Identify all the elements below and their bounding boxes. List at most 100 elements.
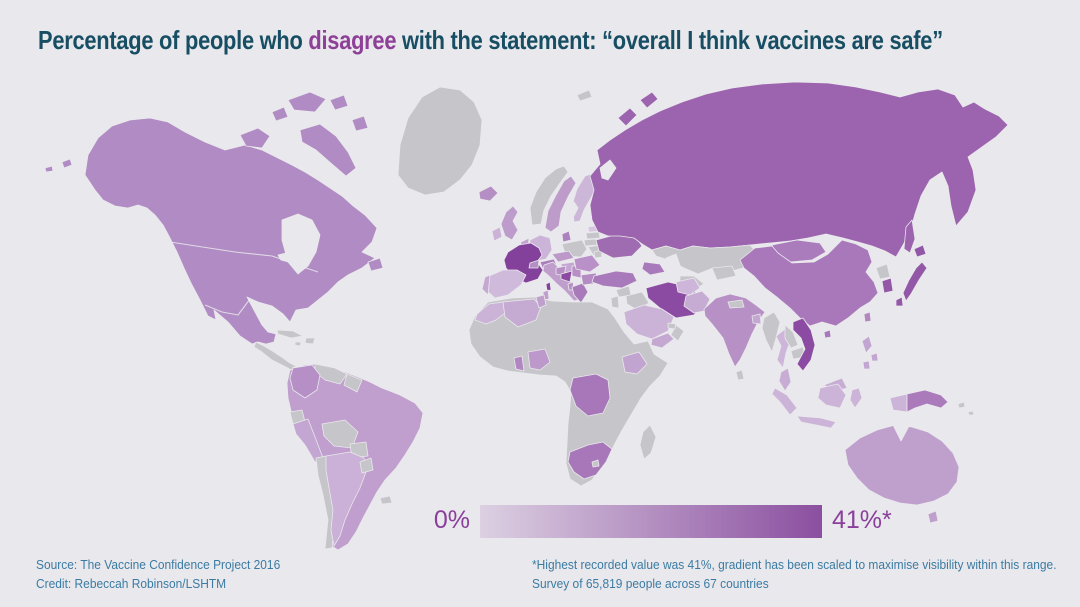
country-cuba <box>276 329 304 339</box>
region-europe <box>481 165 643 314</box>
country-bosnia <box>560 270 573 283</box>
region-russia-central-asia <box>576 81 1009 294</box>
country-algeria <box>502 298 542 328</box>
country-indonesia-kalimantan <box>817 383 847 409</box>
country-philippines-luzon <box>861 335 873 354</box>
country-russia <box>589 81 1009 258</box>
country-arctic-island-small-1 <box>271 106 289 122</box>
country-aleutian-islands-2 <box>44 165 54 173</box>
country-yemen <box>650 332 675 349</box>
region-south-america <box>286 363 424 551</box>
country-morocco <box>474 301 507 325</box>
country-united-kingdom <box>500 205 519 241</box>
country-taiwan <box>863 311 872 323</box>
country-arctic-island-baffin <box>299 123 357 177</box>
country-uruguay <box>359 457 374 474</box>
title-suffix: with the statement: “overall I think vac… <box>396 25 943 55</box>
country-falkland-islands <box>379 495 393 505</box>
country-tasmania <box>927 510 939 524</box>
country-north-korea <box>875 263 891 280</box>
notes-block: *Highest recorded value was 41%, gradien… <box>532 555 1057 593</box>
country-south-africa <box>567 441 613 480</box>
source-credit-block: Source: The Vaccine Confidence Project 2… <box>36 555 280 593</box>
country-switzerland <box>528 259 540 269</box>
country-iceland <box>478 185 499 202</box>
country-indonesia-sulawesi <box>849 387 863 409</box>
country-sweden <box>544 175 577 233</box>
country-madagascar <box>639 424 657 460</box>
region-north-america <box>44 86 499 375</box>
us-canada-border <box>169 241 319 273</box>
country-malaysia-peninsula <box>778 367 792 392</box>
country-novaya-zemlya <box>617 107 638 127</box>
country-aleutian-islands <box>61 158 73 169</box>
country-bangladesh <box>751 313 762 325</box>
country-corsica <box>545 281 552 292</box>
country-solomon-islands <box>957 401 966 409</box>
page-title: Percentage of people who disagree with t… <box>38 25 943 56</box>
country-severnaya-zemlya <box>639 91 659 109</box>
country-japan-kyushu <box>895 296 904 307</box>
country-ethiopia <box>621 351 648 375</box>
title-prefix: Percentage of people who <box>38 25 309 55</box>
country-denmark <box>561 230 572 243</box>
country-dr-congo <box>569 373 611 417</box>
country-north-america-mainland <box>84 117 378 345</box>
country-nepal <box>727 299 745 309</box>
country-indonesia-sumatra <box>771 387 798 416</box>
country-caucasus <box>641 261 666 276</box>
country-portugal <box>481 274 491 296</box>
country-arctic-island-small-2 <box>329 94 349 111</box>
country-solomon-islands-2 <box>967 410 975 416</box>
us-mexico-border <box>204 298 251 316</box>
country-lesotho <box>591 459 600 468</box>
country-sri-lanka <box>735 369 745 381</box>
country-jamaica <box>294 341 302 347</box>
country-romania <box>573 254 601 273</box>
country-turkey <box>591 270 638 289</box>
country-south-korea <box>881 277 894 294</box>
country-japan-hokkaido <box>913 244 927 258</box>
region-oceania <box>844 424 960 524</box>
country-ireland <box>491 226 503 242</box>
region-middle-east <box>591 261 704 349</box>
country-israel-jordan <box>610 295 620 309</box>
country-spain <box>486 269 527 299</box>
country-vietnam <box>792 317 816 372</box>
credit-text: Credit: Rebeccah Robinson/LSHTM <box>36 576 227 591</box>
country-latvia <box>585 231 601 240</box>
country-guyanas <box>343 373 363 393</box>
country-sakhalin <box>903 219 916 254</box>
country-hispaniola <box>304 337 316 345</box>
survey-note-text: Survey of 65,819 people across 67 countr… <box>532 576 769 591</box>
country-greece <box>571 282 589 304</box>
country-kyrgyzstan-tajikistan <box>711 265 737 281</box>
country-arctic-island-small-3 <box>351 115 369 132</box>
country-philippines-mindanao <box>862 360 871 370</box>
country-afghanistan <box>675 277 701 296</box>
country-svalbard <box>576 89 593 102</box>
country-colombia <box>289 364 321 399</box>
country-greenland <box>397 86 483 196</box>
country-japan-honshu <box>902 261 928 302</box>
country-czech-slovakia <box>551 250 575 263</box>
country-newfoundland <box>367 257 384 272</box>
country-hainan <box>823 329 832 339</box>
country-ghana <box>513 355 525 372</box>
title-highlight-word: disagree <box>308 25 397 55</box>
country-nigeria <box>527 348 551 371</box>
country-indonesia-java <box>796 415 837 429</box>
gulf-of-carpentaria <box>892 424 910 442</box>
country-papua-new-guinea <box>906 389 949 413</box>
country-indonesia-west-papua <box>889 393 908 413</box>
region-africa <box>468 294 669 487</box>
country-india <box>703 293 766 368</box>
country-china <box>739 239 879 327</box>
legend-note-text: *Highest recorded value was 41%, gradien… <box>532 557 1057 572</box>
country-arctic-island-ellesmere <box>287 91 327 113</box>
country-arctic-island-banks <box>239 127 271 149</box>
country-central-america <box>253 341 297 372</box>
country-uae <box>667 322 677 330</box>
